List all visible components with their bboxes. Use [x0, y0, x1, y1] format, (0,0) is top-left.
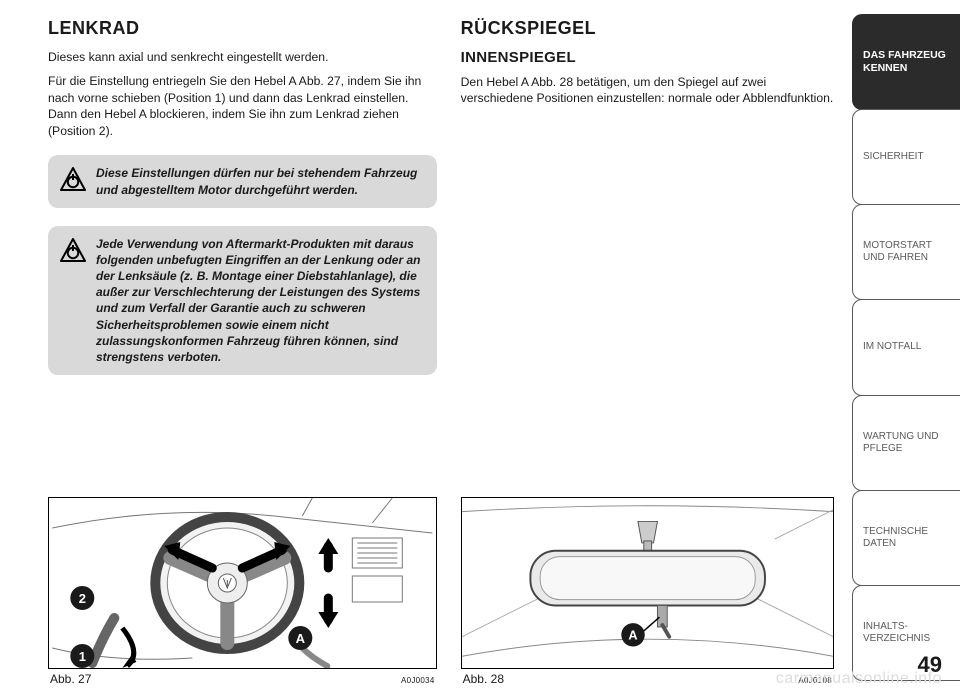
para-lenkrad-2: Für die Einstellung entriegeln Sie den H…: [48, 73, 437, 139]
tab-sicherheit[interactable]: SICHERHEIT: [852, 109, 960, 205]
heading-lenkrad: LENKRAD: [48, 18, 437, 39]
figure-27: 2 1 A: [48, 497, 437, 669]
watermark: carmanualsonline.info: [776, 670, 942, 688]
figure-28-label: Abb. 28: [463, 672, 504, 686]
svg-text:2: 2: [79, 591, 86, 606]
svg-text:A: A: [628, 629, 637, 643]
warning-icon: [60, 238, 86, 267]
heading-rueckspiegel: RÜCKSPIEGEL: [461, 18, 834, 39]
subheading-innenspiegel: INNENSPIEGEL: [461, 49, 834, 66]
section-tabs: DAS FAHRZEUG KENNEN SICHERHEIT MOTORSTAR…: [852, 0, 960, 686]
figure-27-label: Abb. 27: [50, 672, 91, 686]
warning-text-1: Diese Einstellungen dürfen nur bei stehe…: [96, 165, 423, 197]
tab-motorstart[interactable]: MOTORSTART UND FAHREN: [852, 204, 960, 300]
figure-28: A: [461, 497, 834, 669]
tab-wartung[interactable]: WARTUNG UND PFLEGE: [852, 395, 960, 491]
figure-27-code: A0J0034: [401, 676, 435, 685]
warning-text-2: Jede Verwendung von Aftermarkt-Produkten…: [96, 236, 423, 366]
warning-box-2: Jede Verwendung von Aftermarkt-Produkten…: [48, 226, 437, 376]
tab-im-notfall[interactable]: IM NOTFALL: [852, 299, 960, 395]
svg-text:A: A: [296, 631, 306, 646]
tab-inhaltsverzeichnis[interactable]: INHALTS-VERZEICHNIS: [852, 585, 960, 681]
warning-box-1: Diese Einstellungen dürfen nur bei stehe…: [48, 155, 437, 207]
para-innenspiegel: Den Hebel A Abb. 28 betätigen, um den Sp…: [461, 74, 834, 107]
tab-technische-daten[interactable]: TECHNISCHE DATEN: [852, 490, 960, 586]
tab-fahrzeug-kennen[interactable]: DAS FAHRZEUG KENNEN: [852, 14, 960, 110]
svg-text:1: 1: [79, 649, 86, 664]
warning-icon: [60, 167, 86, 196]
para-lenkrad-1: Dieses kann axial und senkrecht eingeste…: [48, 49, 437, 65]
